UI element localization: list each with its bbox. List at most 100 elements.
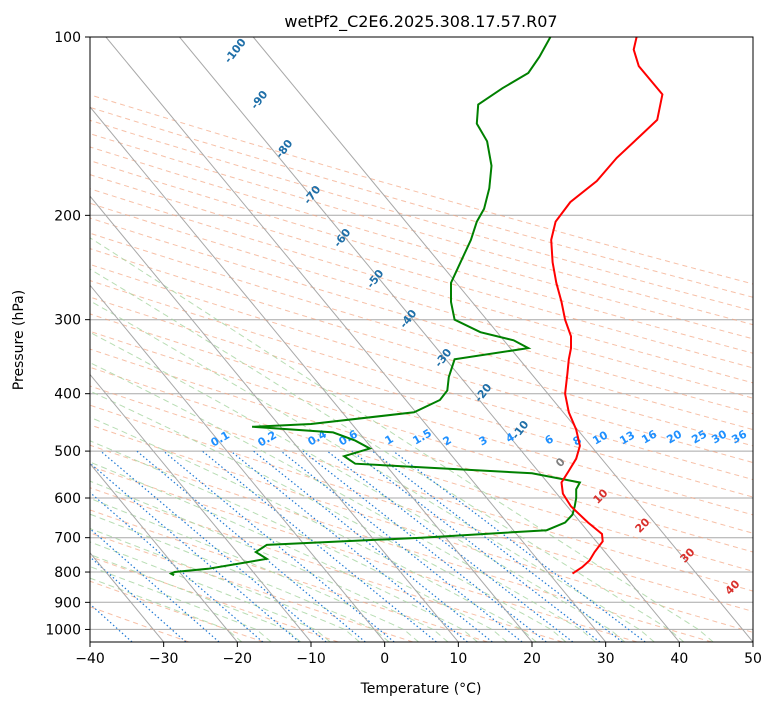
temperature-line bbox=[550, 37, 664, 575]
x-axis-ticks: −40 −30 −20 −10 0 10 20 30 40 50 bbox=[75, 642, 762, 667]
dry-adiabat-line bbox=[90, 296, 753, 498]
isotherm-line bbox=[90, 373, 312, 642]
mixing-ratio-line bbox=[90, 527, 220, 642]
dry-adiabat-line bbox=[90, 232, 753, 431]
mixing-ratio-label: 10 bbox=[590, 428, 610, 447]
y-tick-label: 400 bbox=[54, 387, 81, 403]
moist-adiabat-line bbox=[90, 331, 626, 642]
y-tick-label: 1000 bbox=[45, 622, 81, 638]
dry-adiabat-label: -100 bbox=[222, 36, 249, 66]
y-tick-label: 600 bbox=[54, 491, 81, 507]
moist-adiabats bbox=[90, 237, 714, 642]
moist-adiabat-line bbox=[90, 416, 537, 642]
dry-adiabat-label: -20 bbox=[472, 381, 495, 405]
mixing-ratio-line bbox=[100, 450, 327, 642]
isotherm-line bbox=[90, 462, 238, 642]
mixing-ratio-line bbox=[280, 450, 523, 642]
mixing-ratio-lines bbox=[90, 450, 646, 642]
isotherms bbox=[90, 37, 753, 642]
moist-adiabat-line bbox=[90, 268, 685, 642]
isotherm-line bbox=[90, 195, 459, 642]
moist-adiabat-line bbox=[90, 362, 596, 642]
mixing-ratio-line bbox=[201, 450, 437, 642]
dry-adiabat-line bbox=[90, 280, 753, 481]
x-tick-label: 20 bbox=[523, 651, 541, 667]
x-tick-label: 10 bbox=[449, 651, 467, 667]
mixing-ratio-line bbox=[90, 462, 300, 642]
chart-title: wetPf2_C2E6.2025.308.17.57.R07 bbox=[284, 12, 557, 32]
x-tick-label: 30 bbox=[597, 651, 615, 667]
moist-adiabat-line bbox=[90, 528, 360, 642]
mixing-ratio-label: 36 bbox=[729, 427, 749, 446]
mixing-ratio-line bbox=[326, 450, 574, 642]
x-tick-label: −30 bbox=[149, 651, 179, 667]
dry-adiabat-line bbox=[90, 465, 638, 642]
dry-adiabat-label: -80 bbox=[273, 137, 296, 161]
dry-adiabat-line bbox=[90, 248, 753, 447]
moist-adiabat-line bbox=[90, 237, 714, 642]
dry-adiabat-line bbox=[90, 119, 753, 312]
moist-adiabat-line bbox=[90, 513, 390, 642]
y-axis-ticks: 100 200 300 400 500 600 700 800 900 1000 bbox=[45, 30, 90, 638]
mixing-ratio-label: 30 bbox=[709, 427, 729, 446]
y-tick-label: 500 bbox=[54, 444, 81, 460]
x-tick-label: −40 bbox=[75, 651, 105, 667]
dry-adiabat-line bbox=[90, 188, 753, 384]
y-tick-label: 300 bbox=[54, 313, 81, 329]
dry-adiabat-line bbox=[90, 580, 264, 642]
mixing-ratio-label: 2 bbox=[441, 433, 454, 448]
moist-adiabat-line bbox=[90, 554, 302, 642]
x-tick-label: 0 bbox=[380, 651, 389, 667]
dry-adiabat-line bbox=[90, 606, 189, 642]
mixing-ratio-line bbox=[392, 450, 646, 642]
moist-adiabat-label: 10 bbox=[591, 486, 611, 506]
dry-adiabat-line bbox=[90, 160, 753, 354]
moist-adiabat-label: 40 bbox=[723, 577, 743, 597]
y-tick-label: 100 bbox=[54, 30, 81, 46]
dry-adiabat-label: -50 bbox=[364, 267, 387, 291]
mixing-ratio-line bbox=[230, 450, 468, 642]
line-labels: 0.1 0.2 0.4 0.6 1 1.5 2 3 4 6 8 10 13 16 20 25 30 36-100-… bbox=[209, 36, 750, 598]
dewpoint-line bbox=[168, 37, 582, 577]
dry-adiabat-line bbox=[90, 444, 712, 642]
moist-adiabat-line bbox=[90, 440, 508, 642]
mixing-ratio-label: 25 bbox=[689, 428, 709, 447]
moist-adiabat-line bbox=[90, 566, 272, 642]
plot-area: 0.1 0.2 0.4 0.6 1 1.5 2 3 4 6 8 10 13 16 20 25 30 36-100-… bbox=[90, 36, 753, 642]
isotherm-line bbox=[252, 37, 753, 642]
x-axis-label: Temperature (°C) bbox=[360, 681, 482, 697]
x-tick-label: −10 bbox=[296, 651, 326, 667]
isotherm-line bbox=[90, 106, 533, 642]
moist-adiabat-label: 30 bbox=[678, 545, 698, 565]
moist-adiabat-line bbox=[90, 300, 655, 642]
moist-adiabat-label: 20 bbox=[633, 515, 653, 535]
mixing-ratio-label: 20 bbox=[664, 427, 684, 446]
y-tick-label: 900 bbox=[54, 595, 81, 611]
isotherm-line bbox=[105, 37, 607, 642]
plot-frame bbox=[89, 36, 754, 643]
moist-adiabat-line bbox=[90, 390, 567, 642]
dry-adiabat-label: -60 bbox=[331, 226, 354, 250]
mixing-ratio-line bbox=[163, 450, 395, 642]
mixing-ratio-line bbox=[351, 450, 601, 642]
y-axis-label: Pressure (hPa) bbox=[11, 290, 27, 390]
moist-adiabat-line bbox=[90, 461, 478, 642]
y-tick-label: 800 bbox=[54, 565, 81, 581]
mixing-ratio-line bbox=[302, 450, 547, 642]
dry-adiabat-line bbox=[90, 202, 753, 399]
dry-adiabat-line bbox=[90, 404, 753, 612]
dry-adiabat-label: -90 bbox=[248, 88, 271, 112]
mixing-ratio-label: 13 bbox=[617, 429, 637, 448]
dry-adiabat-line bbox=[90, 146, 753, 340]
x-tick-label: −20 bbox=[223, 651, 253, 667]
isotherm-line bbox=[179, 37, 680, 642]
mixing-ratio-label: 0.2 bbox=[256, 428, 279, 449]
dry-adiabat-line bbox=[90, 348, 753, 553]
mixing-ratio-label: 3 bbox=[477, 433, 490, 448]
dry-adiabat-line bbox=[90, 106, 753, 298]
moist-adiabat-line bbox=[90, 577, 243, 642]
mixing-ratio-label: 1 bbox=[383, 432, 396, 447]
mixing-ratio-line bbox=[90, 491, 264, 642]
pressure-gridlines bbox=[90, 37, 753, 630]
